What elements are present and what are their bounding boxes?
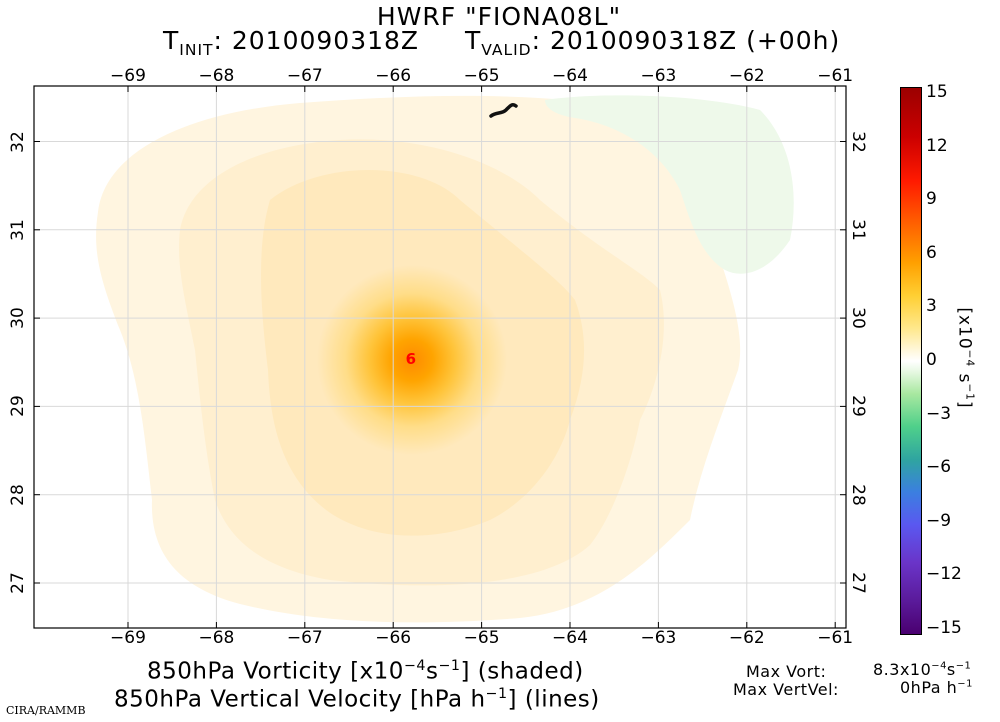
- lat-label-left: 27: [8, 572, 28, 594]
- lon-label-top: −65: [463, 66, 500, 86]
- colorbar-tick-label: 0: [926, 350, 937, 370]
- lon-label-bottom: −69: [110, 628, 146, 648]
- lon-label-top: −61: [817, 66, 854, 86]
- model-title: HWRF "FIONA08L": [376, 2, 622, 31]
- valid-time: TVALID: 2010090318Z (+00h): [464, 26, 841, 59]
- lon-label-top: −64: [552, 66, 588, 86]
- vorticity-field: [34, 86, 846, 628]
- lon-label-bottom: −62: [728, 628, 765, 648]
- colorbar-tick-label: 12: [926, 135, 948, 156]
- lon-label-bottom: −61: [817, 628, 854, 648]
- lat-label-right: 30: [848, 307, 868, 329]
- lon-label-bottom: −67: [286, 628, 323, 648]
- lat-label-left: 32: [8, 130, 28, 153]
- max-vertvel-value: 0hPa h−1: [900, 678, 973, 697]
- axis-tick-marks: [34, 86, 846, 628]
- lon-label-bottom: −63: [640, 628, 677, 648]
- lon-label-bottom: −65: [463, 628, 500, 648]
- max-vort-label: Max Vort:: [746, 662, 827, 681]
- lon-label-top: −67: [286, 66, 323, 86]
- lat-label-right: 27: [848, 572, 868, 594]
- max-vertvel-label: Max VertVel:: [733, 680, 839, 699]
- lon-label-bottom: −68: [198, 628, 235, 648]
- hurricane-symbol: 6: [406, 350, 416, 368]
- lon-label-top: −63: [640, 66, 677, 86]
- negative-vorticity-area: [545, 95, 794, 274]
- max-vort-value: 8.3x10−4s−1: [873, 660, 972, 679]
- lat-label-right: 29: [848, 395, 868, 418]
- colorbar-tick-label: 9: [926, 189, 937, 210]
- colorbar-unit-label: [x10−4 s−1]: [954, 307, 976, 409]
- colorbar-tick-label: −9: [926, 510, 952, 531]
- colorbar: [900, 87, 922, 635]
- lat-label-left: 30: [8, 307, 28, 329]
- credit-label: CIRA/RAMMB: [6, 704, 86, 717]
- lat-lon-grid: [34, 86, 846, 628]
- lat-label-right: 31: [848, 218, 868, 241]
- colorbar-tick-label: 6: [926, 242, 937, 263]
- lat-label-left: 28: [8, 483, 28, 506]
- lon-label-top: −66: [375, 66, 412, 86]
- shading-legend: 850hPa Vorticity [x10−4s−1] (shaded): [147, 658, 584, 685]
- colorbar-tick-label: 15: [926, 82, 948, 102]
- lon-label-top: −69: [110, 66, 146, 86]
- colorbar-tick-label: −3: [926, 403, 952, 424]
- lat-label-left: 31: [8, 218, 28, 241]
- lat-label-right: 32: [848, 130, 868, 153]
- init-time: TINIT: 2010090318Z: [163, 26, 420, 59]
- lon-label-bottom: −66: [375, 628, 412, 648]
- colorbar-tick-label: −6: [926, 457, 952, 478]
- lon-label-top: −62: [728, 66, 765, 86]
- vertical-velocity-contour: [489, 103, 518, 118]
- lat-label-left: 29: [8, 395, 28, 418]
- map-frame: [33, 85, 847, 629]
- time-line: TINIT: 2010090318Z TVALID: 2010090318Z (…: [163, 26, 840, 59]
- colorbar-tick-label: 3: [926, 296, 937, 317]
- map-panel: 6: [33, 85, 847, 629]
- lon-label-top: −68: [198, 66, 235, 86]
- colorbar-tick-label: −15: [926, 618, 962, 638]
- colorbar-tick-label: −12: [926, 564, 962, 585]
- contour-legend: 850hPa Vertical Velocity [hPa h−1] (line…: [114, 686, 600, 713]
- lat-label-right: 28: [848, 483, 868, 506]
- lon-label-bottom: −64: [552, 628, 588, 648]
- vortex-core: [317, 265, 507, 455]
